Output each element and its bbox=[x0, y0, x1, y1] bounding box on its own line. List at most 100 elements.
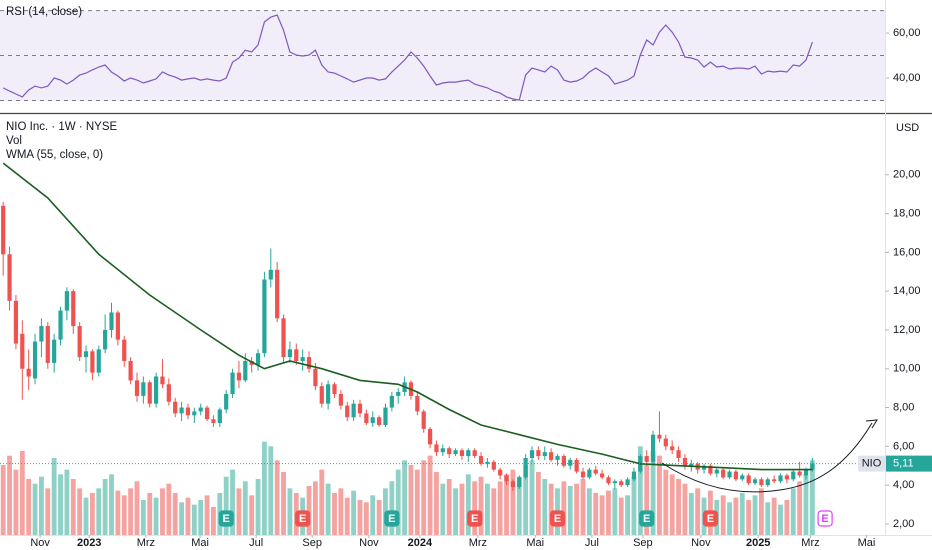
volume-bar bbox=[344, 497, 350, 535]
candle-body bbox=[670, 446, 675, 451]
candle-body bbox=[96, 349, 101, 373]
volume-bar bbox=[38, 476, 44, 535]
candle-body bbox=[574, 459, 579, 472]
volume-bar bbox=[140, 500, 146, 535]
volume-legend: Vol bbox=[6, 135, 22, 147]
volume-bar bbox=[242, 481, 248, 535]
volume-bar bbox=[784, 500, 790, 535]
event-marker bbox=[549, 510, 566, 527]
volume-bar bbox=[548, 483, 554, 535]
candle-body bbox=[523, 457, 528, 478]
volume-bar bbox=[472, 481, 478, 535]
volume-bar bbox=[395, 469, 401, 535]
volume-bar bbox=[376, 500, 382, 535]
volume-bar bbox=[797, 481, 803, 535]
candle-body bbox=[427, 428, 433, 445]
volume-bar bbox=[357, 500, 363, 535]
y-tick-label: 6,00 bbox=[893, 440, 914, 452]
volume-bar bbox=[19, 451, 25, 535]
candle-body bbox=[255, 353, 261, 365]
event-label: E bbox=[471, 513, 478, 525]
candle-body bbox=[32, 341, 38, 379]
candle-body bbox=[396, 392, 401, 396]
candle-body bbox=[147, 382, 152, 404]
currency: USD bbox=[896, 122, 919, 134]
volume-bar bbox=[268, 446, 274, 535]
volume-bar bbox=[535, 472, 541, 535]
rsi-tick-label: 60,00 bbox=[893, 27, 921, 39]
candle-body bbox=[561, 456, 566, 466]
last-price-box bbox=[886, 455, 932, 472]
candle-body bbox=[243, 360, 248, 381]
volume-bar bbox=[663, 469, 669, 535]
volume-bar bbox=[650, 451, 656, 535]
candle-body bbox=[20, 333, 25, 369]
volume-bar bbox=[153, 497, 159, 535]
candle-body bbox=[103, 329, 108, 350]
candle-body bbox=[791, 471, 796, 480]
candle-body bbox=[810, 463, 815, 470]
candle-body bbox=[109, 312, 114, 330]
event-label: E bbox=[821, 513, 828, 525]
volume-bar bbox=[510, 469, 516, 535]
candle-body bbox=[485, 461, 490, 464]
volume-bar bbox=[682, 483, 688, 535]
candle-body bbox=[249, 360, 254, 365]
candle-body bbox=[211, 419, 216, 424]
volume-bar bbox=[542, 479, 548, 535]
candle-body bbox=[338, 393, 343, 406]
event-marker bbox=[384, 510, 400, 527]
last-price-label: 5,11 bbox=[893, 458, 914, 470]
volume-bar bbox=[408, 465, 414, 535]
candle-body bbox=[370, 417, 375, 424]
candle-body bbox=[746, 475, 751, 484]
volume-bar bbox=[421, 460, 427, 535]
main-pane: 2,00 4,00 6,00 8,00 10,00 12,00 14,00 16,00 18,0… bbox=[0, 162, 932, 549]
candle-body bbox=[466, 450, 471, 457]
wma-line bbox=[2, 162, 813, 471]
candle-body bbox=[262, 279, 267, 354]
volume-bar bbox=[459, 483, 465, 535]
volume-bar bbox=[58, 474, 63, 535]
x-tick-label: Mai bbox=[858, 537, 876, 549]
volume-bar bbox=[51, 458, 57, 535]
volume-bar bbox=[102, 479, 108, 535]
volume-bar bbox=[778, 504, 783, 535]
candle-body bbox=[625, 479, 630, 486]
candle-body bbox=[778, 475, 783, 482]
candle-body bbox=[383, 407, 388, 426]
candle-body bbox=[555, 456, 560, 460]
candle-body bbox=[549, 452, 554, 460]
volume-bar bbox=[574, 483, 580, 535]
candle-body bbox=[39, 326, 44, 342]
volume-bar bbox=[720, 495, 726, 535]
volume-bar bbox=[0, 465, 6, 535]
candle-body bbox=[644, 456, 649, 462]
event-label: E bbox=[223, 513, 230, 525]
candle-body bbox=[733, 471, 739, 480]
x-tick-label: Mai bbox=[526, 537, 544, 549]
volume-bar bbox=[727, 502, 732, 535]
volume-bar bbox=[198, 500, 204, 535]
rsi-line bbox=[2, 14, 813, 101]
volume-bar bbox=[351, 490, 357, 535]
candle-body bbox=[600, 473, 605, 478]
candle-body bbox=[701, 465, 707, 470]
candle-body bbox=[721, 469, 726, 478]
volume-bar bbox=[427, 455, 433, 535]
x-tick-label: 2025 bbox=[746, 537, 770, 549]
volume-bar bbox=[669, 474, 675, 535]
drawing-arrow bbox=[865, 419, 878, 429]
volume-bar bbox=[402, 460, 408, 535]
candle-body bbox=[765, 479, 770, 486]
volume-bar bbox=[166, 483, 172, 535]
y-tick-label: 4,00 bbox=[893, 479, 914, 491]
candle-body bbox=[128, 360, 133, 381]
y-tick-label: 2,00 bbox=[893, 518, 914, 530]
candle-body bbox=[179, 407, 184, 414]
candle-body bbox=[115, 312, 120, 340]
event-label: E bbox=[388, 513, 395, 525]
candle-body bbox=[326, 384, 331, 404]
volume-bar bbox=[739, 493, 745, 535]
candle-body bbox=[275, 269, 280, 319]
